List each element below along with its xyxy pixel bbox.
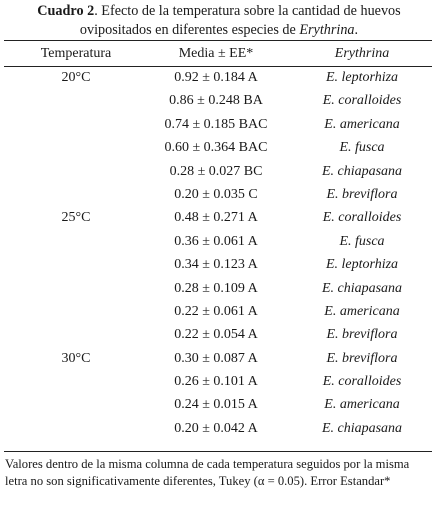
caption-genus: Erythrina	[299, 22, 355, 38]
table-header: Temperatura Media ± EE* Erythrina	[0, 43, 436, 63]
header-erythrina: Erythrina	[334, 46, 390, 61]
media-cell: 0.34 ± 0.123 A	[174, 257, 258, 273]
table-row: 0.60 ± 0.364 BAC E. fusca	[0, 137, 436, 160]
species-cell: E. coralloides	[322, 93, 402, 109]
media-cell: 0.30 ± 0.087 A	[174, 350, 258, 366]
species-cell: E. chiapasana	[321, 420, 403, 436]
species-cell: E. chiapasana	[321, 280, 403, 296]
media-cell: 0.24 ± 0.015 A	[174, 397, 258, 413]
table-row: 0.20 ± 0.042 A E. chiapasana	[0, 418, 436, 441]
table-caption: Cuadro 2. Efecto de la temperatura sobre…	[7, 2, 431, 40]
species-cell: E. fusca	[339, 233, 385, 249]
table-row: 30°C 0.30 ± 0.087 A E. breviflora	[0, 348, 436, 371]
table-row: 0.26 ± 0.101 A E. coralloides	[0, 371, 436, 394]
media-cell: 0.36 ± 0.061 A	[174, 233, 258, 249]
table-row: 0.24 ± 0.015 A E. americana	[0, 394, 436, 417]
species-cell: E. americana	[324, 397, 400, 413]
table-footnote: Valores dentro de la misma columna de ca…	[5, 457, 410, 488]
table-row: 0.36 ± 0.061 A E. fusca	[0, 231, 436, 254]
table-row: 20°C 0.92 ± 0.184 A E. leptorhiza	[0, 67, 436, 90]
media-cell: 0.22 ± 0.054 A	[174, 327, 258, 343]
media-cell: 0.92 ± 0.184 A	[174, 70, 258, 85]
table-body: 20°C 0.92 ± 0.184 A E. leptorhiza 0.86 ± 0.…	[0, 67, 436, 441]
table-row: 0.22 ± 0.061 A E. americana	[0, 301, 436, 324]
table-row: 0.28 ± 0.109 A E. chiapasana	[0, 278, 436, 301]
media-cell: 0.22 ± 0.061 A	[174, 303, 258, 319]
species-cell: E. coralloides	[322, 210, 402, 226]
media-cell: 0.74 ± 0.185 BAC	[164, 116, 268, 132]
media-cell: 0.20 ± 0.035 C	[174, 186, 258, 202]
media-cell: 0.20 ± 0.042 A	[174, 420, 258, 436]
table-row: 0.34 ± 0.123 A E. leptorhiza	[0, 254, 436, 277]
species-cell: E. americana	[324, 116, 400, 132]
caption-text: . Efecto de la temperatura sobre la cant…	[79, 3, 401, 38]
species-cell: E. coralloides	[322, 374, 402, 390]
species-cell: E. leptorhiza	[325, 257, 399, 273]
media-cell: 0.28 ± 0.109 A	[174, 280, 258, 296]
caption-label: Cuadro 2	[37, 3, 95, 19]
media-cell: 0.86 ± 0.248 BA	[169, 93, 263, 109]
table-row: 25°C 0.48 ± 0.271 A E. coralloides	[0, 207, 436, 230]
temperature-cell: 20°C	[61, 70, 91, 85]
species-cell: E. leptorhiza	[325, 70, 399, 85]
table-top-rule	[4, 40, 432, 41]
species-cell: E. breviflora	[326, 350, 398, 366]
media-cell: 0.28 ± 0.027 BC	[169, 163, 263, 179]
species-cell: E. breviflora	[326, 186, 398, 202]
media-cell: 0.60 ± 0.364 BAC	[164, 140, 268, 156]
header-media: Media ± EE*	[178, 46, 254, 61]
species-cell: E. americana	[324, 303, 400, 319]
table-row: 0.74 ± 0.185 BAC E. americana	[0, 114, 436, 137]
temperature-cell: 30°C	[61, 350, 91, 366]
table-row: 0.86 ± 0.248 BA E. coralloides	[0, 90, 436, 113]
species-cell: E. breviflora	[326, 327, 398, 343]
temperature-cell: 25°C	[61, 210, 91, 226]
table-row: 0.28 ± 0.027 BC E. chiapasana	[0, 161, 436, 184]
species-cell: E. chiapasana	[321, 163, 403, 179]
table-bottom-rule	[4, 451, 432, 452]
media-cell: 0.48 ± 0.271 A	[174, 210, 258, 226]
caption-end: .	[354, 22, 359, 38]
table-row: 0.20 ± 0.035 C E. breviflora	[0, 184, 436, 207]
table-row: 0.22 ± 0.054 A E. breviflora	[0, 324, 436, 347]
header-temperatura: Temperatura	[40, 46, 112, 61]
species-cell: E. fusca	[339, 140, 385, 156]
media-cell: 0.26 ± 0.101 A	[174, 374, 258, 390]
table-header-rule	[4, 66, 432, 67]
